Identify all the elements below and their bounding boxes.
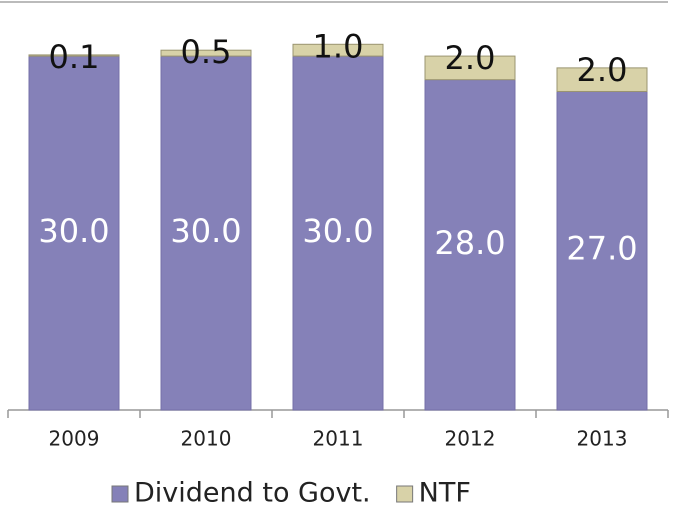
- legend-label: Dividend to Govt.: [134, 478, 371, 509]
- data-label: 30.0: [302, 212, 373, 250]
- bar-segment: [292, 43, 384, 57]
- x-tick-label: 2012: [445, 427, 496, 451]
- data-label: 30.0: [38, 212, 109, 250]
- legend-swatch: [396, 485, 414, 503]
- bar-segment: [556, 90, 648, 411]
- x-tick-label: 2010: [181, 427, 232, 451]
- bar-segment: [424, 55, 516, 81]
- data-label: 28.0: [434, 224, 505, 262]
- data-label: 0.1: [49, 38, 100, 76]
- bar-segment: [28, 54, 120, 57]
- x-tick-label: 2009: [49, 427, 100, 451]
- bar-segment: [160, 55, 252, 411]
- data-label: 30.0: [170, 212, 241, 250]
- legend-swatch: [111, 485, 129, 503]
- x-tick-label: 2013: [577, 427, 628, 451]
- data-label: 1.0: [313, 27, 364, 65]
- data-label: 27.0: [566, 230, 637, 268]
- bar-segment: [28, 55, 120, 411]
- bar-segment: [160, 49, 252, 57]
- data-label: 2.0: [445, 39, 496, 77]
- x-tick-label: 2011: [313, 427, 364, 451]
- bar-segment: [556, 67, 648, 92]
- bar-segment: [424, 79, 516, 411]
- data-label: 2.0: [577, 51, 628, 89]
- data-label: 0.5: [181, 33, 232, 71]
- legend-label: NTF: [419, 478, 471, 509]
- bar-segment: [292, 55, 384, 411]
